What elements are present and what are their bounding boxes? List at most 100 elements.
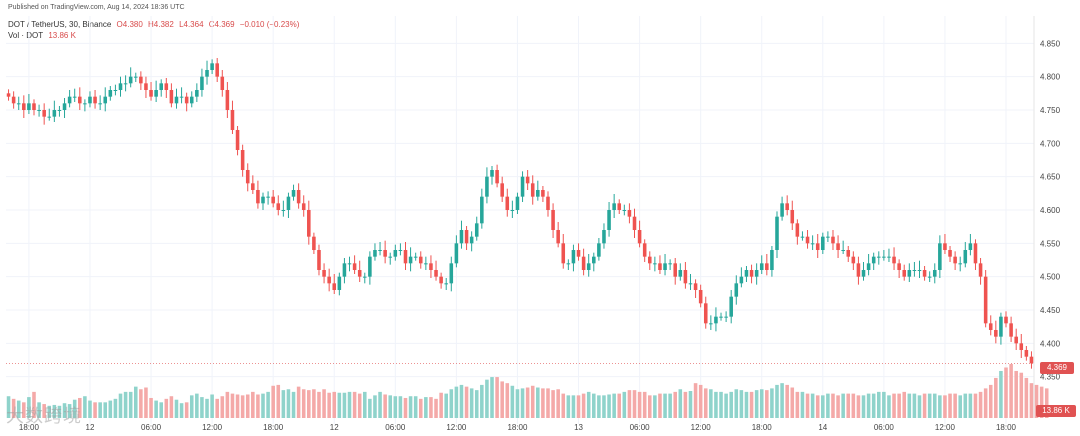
candle-body — [805, 236, 810, 244]
volume-bar — [805, 393, 810, 418]
volume-bar — [220, 396, 225, 418]
candle-body — [251, 183, 255, 190]
volume-bar — [785, 384, 789, 418]
candle-body — [780, 203, 784, 217]
volume-bar — [1009, 364, 1013, 418]
volume-bar — [988, 384, 993, 418]
candle-body — [515, 196, 520, 210]
candle-body — [999, 316, 1003, 337]
candle-body — [866, 263, 871, 270]
volume-bar — [383, 394, 387, 418]
volume-bar — [179, 403, 184, 418]
candle-body — [877, 256, 881, 258]
volume-bar — [444, 393, 448, 418]
candle-body — [62, 103, 67, 110]
candle-body — [597, 243, 601, 257]
candle-body — [37, 110, 41, 111]
volume-bar — [836, 395, 840, 418]
legend-vol-label[interactable]: Vol · DOT — [8, 31, 44, 40]
candle-body — [810, 243, 815, 245]
candle-body — [383, 250, 387, 257]
candle-body — [378, 250, 382, 251]
candle-body — [408, 256, 413, 264]
volume-bar — [184, 402, 189, 418]
candle-body — [973, 243, 978, 264]
candle-body — [668, 263, 672, 265]
candle-body — [139, 76, 143, 84]
volume-bar — [93, 402, 97, 418]
volume-bar — [882, 391, 886, 418]
volume-bar — [424, 397, 428, 418]
volume-bar — [703, 388, 708, 418]
volume-bar — [495, 377, 499, 418]
candle-body — [88, 96, 92, 104]
candle-body — [551, 210, 555, 230]
legend-symbol[interactable]: DOT / TetherUS, 30, Binance — [8, 20, 112, 29]
volume-bar — [902, 391, 907, 418]
volume-bar — [413, 396, 418, 418]
volume-bar — [994, 377, 998, 418]
volume-bar — [57, 405, 62, 418]
volume-bar — [978, 391, 983, 418]
candle-body — [714, 316, 718, 324]
candle-body — [271, 196, 275, 204]
volume-bar — [856, 395, 861, 418]
candle-body — [510, 210, 515, 211]
volume-bar — [943, 395, 947, 418]
candle-body — [790, 210, 795, 224]
volume-bar — [47, 405, 52, 418]
volume-bar — [637, 391, 642, 418]
volume-bar — [118, 393, 123, 418]
volume-bar — [607, 394, 611, 418]
x-tick-label: 12:00 — [202, 423, 223, 432]
x-tick-label: 18:00 — [263, 423, 284, 432]
candle-body — [332, 283, 337, 290]
candle-body — [42, 110, 46, 117]
candle-body — [892, 256, 896, 264]
volume-bar — [556, 389, 560, 418]
candle-body — [734, 283, 739, 297]
candle-body — [922, 270, 927, 277]
candle-body — [413, 256, 418, 258]
volume-bar — [108, 400, 113, 418]
candle-body — [612, 203, 616, 210]
candle-body — [739, 276, 744, 284]
volume-bar — [912, 393, 917, 418]
volume-bar — [388, 395, 393, 418]
candle-body — [561, 243, 566, 264]
candle-body — [520, 176, 525, 197]
candle-body — [72, 96, 77, 98]
volume-bar — [810, 393, 815, 418]
volume-bar — [673, 391, 677, 418]
volume-bar — [67, 404, 72, 418]
candle-body — [709, 323, 713, 325]
candle-body — [1024, 350, 1029, 357]
volume-bar — [1019, 372, 1024, 418]
candle-body — [698, 290, 703, 304]
volume-bar — [32, 391, 36, 418]
candle-body — [647, 256, 652, 264]
volume-bar — [16, 400, 21, 418]
candle-body — [444, 283, 448, 285]
candle-body — [632, 216, 637, 230]
candle-body — [83, 103, 87, 105]
volume-bar — [276, 384, 281, 418]
volume-bar — [922, 393, 927, 418]
volume-bar — [1014, 370, 1018, 418]
candle-body — [785, 203, 789, 210]
volume-bar — [973, 393, 978, 418]
volume-bar — [439, 392, 443, 418]
volume-bar — [999, 370, 1003, 418]
candle-body — [490, 170, 494, 177]
volume-bar — [647, 395, 652, 418]
candle-body — [943, 243, 947, 250]
candle-body — [174, 96, 179, 104]
candle-body — [57, 110, 62, 111]
volume-bar — [551, 390, 555, 418]
volume-bar — [1034, 384, 1039, 418]
x-tick-label: 12 — [86, 423, 95, 432]
volume-bar — [296, 386, 301, 418]
legend-open: O4.380 — [116, 20, 143, 29]
volume-bar — [189, 395, 194, 418]
